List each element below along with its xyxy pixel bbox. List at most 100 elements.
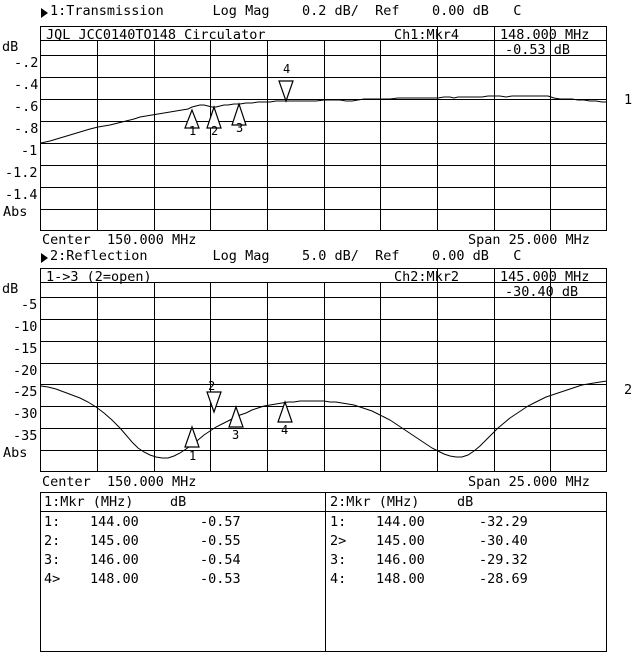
channel2-marker-readout-value: -30.40 dB [505, 284, 579, 300]
channel1-title: JQL JCC0140TO148 Circulator [46, 27, 266, 43]
grid-v [210, 40, 211, 231]
marker-table-header-rule [40, 511, 607, 512]
channel1-center-label: Center 150.000 MHz [42, 232, 197, 248]
channel2-ytick: -35 [13, 428, 38, 444]
channel2-marker-readout-freq: 145.000 MHz [500, 269, 590, 285]
channel2-marker-2-glyph [206, 391, 222, 414]
marker-table-1-row-num: 2: [44, 533, 61, 549]
channel1-ytick: -1.4 [5, 187, 38, 203]
marker-table-2-header-freq: 2:Mkr (MHz) [330, 494, 420, 510]
channel2-ytick: -20 [13, 363, 38, 379]
channel2-marker-1-glyph [184, 425, 200, 448]
channel1-marker-4-label: 4 [283, 62, 291, 76]
grid-v [210, 282, 211, 472]
channel2-trace-label: 2 [624, 382, 633, 398]
marker-table-1-row-val: -0.53 [200, 571, 241, 587]
marker-table-2-row-num: 4: [330, 571, 347, 587]
marker-table-divider [325, 492, 326, 652]
channel1-marker-4-glyph [278, 80, 294, 103]
grid-v [97, 282, 98, 472]
channel2-span-label: Span 25.000 MHz [468, 474, 590, 490]
channel2-trace [40, 380, 608, 459]
channel2-yaxis-unit: dB [2, 281, 19, 297]
marker-table-2-header-db: dB [457, 494, 474, 510]
channel1-active-arrow-icon [41, 8, 48, 18]
marker-table-2-row-freq: 145.00 [376, 533, 425, 549]
marker-table-1-header-freq: 1:Mkr (MHz) [44, 494, 134, 510]
grid-v [154, 40, 155, 231]
channel1-yaxis-abs-label: Abs [3, 204, 28, 220]
channel1-marker-readout-label: Ch1:Mkr4 [394, 27, 460, 43]
grid-v [154, 282, 155, 472]
channel1-marker-2-glyph [206, 105, 222, 129]
channel2-marker-3-label: 3 [232, 428, 240, 442]
grid-v [550, 268, 551, 472]
grid-v [550, 26, 551, 231]
channel1-trace [40, 95, 607, 144]
marker-table-2-row-val: -32.29 [479, 514, 528, 530]
channel1-marker-1-label: 1 [189, 124, 197, 138]
grid-h [40, 143, 607, 144]
channel1-ytick: -.6 [14, 99, 39, 115]
channel2-ytick: -30 [13, 406, 38, 422]
marker-table-1-header-db: dB [170, 494, 187, 510]
marker-table-2-row-freq: 148.00 [376, 571, 425, 587]
channel2-header: 2:Reflection Log Mag 5.0 dB/ Ref 0.00 dB… [50, 248, 522, 264]
grid-v [437, 268, 438, 472]
channel1-ytick: -1.2 [5, 165, 38, 181]
marker-table-1-row-num: 4> [44, 571, 61, 587]
channel1-marker-3-glyph [231, 102, 247, 126]
grid-h [40, 450, 607, 451]
channel1-yaxis-unit: dB [2, 39, 19, 55]
channel1-trace-area [40, 80, 607, 144]
marker-table-1-row-freq: 144.00 [90, 514, 139, 530]
grid-h [40, 99, 607, 100]
channel1-ytick: -.2 [14, 55, 39, 71]
grid-h [40, 40, 607, 41]
marker-table-1-row-num: 1: [44, 514, 61, 530]
marker-tables-frame [40, 492, 607, 652]
channel2-marker-readout-label: Ch2:Mkr2 [394, 269, 460, 285]
marker-table-1-row-freq: 148.00 [90, 571, 139, 587]
grid-h [40, 282, 607, 283]
grid-h [40, 363, 607, 364]
grid-h [40, 341, 607, 342]
channel1-marker-1-glyph [184, 108, 200, 129]
grid-v [324, 282, 325, 472]
channel1-header: 1:Transmission Log Mag 0.2 dB/ Ref 0.00 … [50, 3, 522, 19]
channel1-ytick: -1 [21, 143, 38, 159]
channel2-marker-2-label: 2 [208, 379, 216, 393]
grid-v [494, 26, 495, 231]
marker-table-2-row-val: -30.40 [479, 533, 528, 549]
grid-h [40, 319, 607, 320]
marker-table-2-row-num: 2> [330, 533, 347, 549]
grid-v [324, 40, 325, 231]
marker-table-1-row-freq: 145.00 [90, 533, 139, 549]
marker-table-2-row-freq: 146.00 [376, 552, 425, 568]
marker-table-1-row-val: -0.55 [200, 533, 241, 549]
channel1-ytick: -.4 [14, 77, 39, 93]
channel2-active-arrow-icon [41, 253, 48, 263]
grid-h [40, 384, 607, 385]
grid-h [40, 55, 607, 56]
grid-h [40, 187, 607, 188]
grid-v [97, 40, 98, 231]
grid-v [267, 40, 268, 231]
grid-v [380, 40, 381, 231]
marker-table-2-row-num: 3: [330, 552, 347, 568]
channel1-marker-3-label: 3 [236, 121, 244, 135]
marker-table-2-row-freq: 144.00 [376, 514, 425, 530]
grid-h [40, 406, 607, 407]
grid-v [380, 282, 381, 472]
channel1-trace-label: 1 [624, 92, 633, 108]
channel1-marker-readout-freq: 148.000 MHz [500, 27, 590, 43]
grid-h [40, 77, 607, 78]
grid-h [40, 121, 607, 122]
marker-table-1-row-freq: 146.00 [90, 552, 139, 568]
marker-table-1-row-val: -0.54 [200, 552, 241, 568]
grid-h [40, 297, 607, 298]
marker-table-2-row-val: -29.32 [479, 552, 528, 568]
grid-h [40, 209, 607, 210]
channel2-ytick: -10 [13, 319, 38, 335]
marker-table-2-row-val: -28.69 [479, 571, 528, 587]
